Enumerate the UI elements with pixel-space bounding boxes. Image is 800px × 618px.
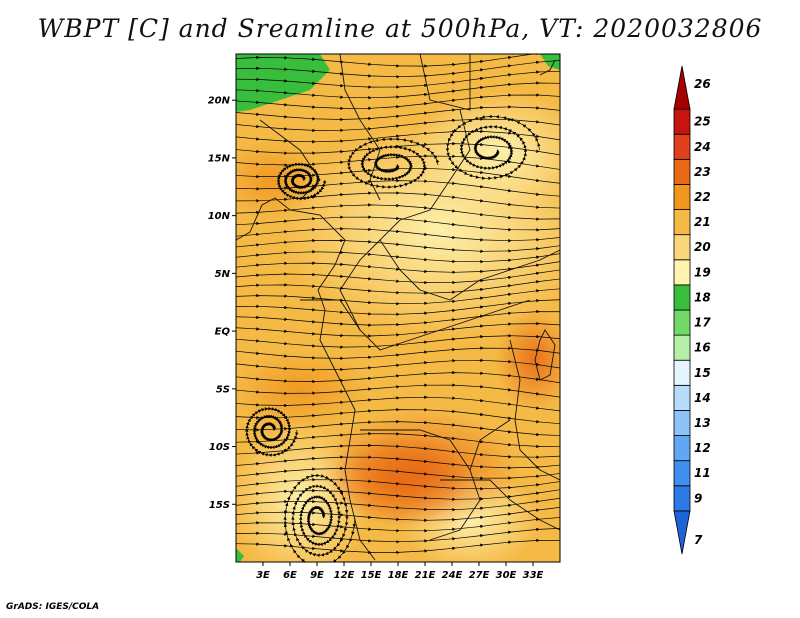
colorbar-label: 16 [694,341,711,355]
latitude-axis: 20N 15N 10N 5N EQ 5S 10S 15S [208,96,236,511]
lat-tick-label: 20N [208,96,231,107]
colorbar-swatch [673,158,691,185]
country-borders [236,54,560,561]
colorbar-swatch [673,259,691,286]
lon-tick-label: 3E [256,570,270,581]
colorbar-swatch [673,284,691,311]
streamline [283,473,357,562]
streamline [236,395,560,412]
colorbar-label: 18 [694,290,711,304]
colorbar-label: 25 [694,115,711,129]
lat-tick-label: 5N [215,269,231,280]
colorbar-label: 26 [694,77,711,91]
colorbar-swatch [673,485,691,512]
streamline [244,406,299,457]
lon-tick-label: 33E [523,570,544,581]
lon-tick-label: 18E [388,570,409,581]
lon-tick-label: 15E [361,570,382,581]
colorbar-swatch [673,234,691,261]
colorbar-swatch [673,184,691,210]
lat-tick-label: 15N [208,153,231,164]
colorbar-label: 14 [694,391,711,405]
lon-tick-label: 30E [496,570,517,581]
colorbar-label: 24 [694,140,711,154]
lat-tick-label: EQ [215,327,231,338]
lon-tick-label: 27E [469,570,490,581]
colorbar-swatch [673,359,691,386]
streamline [236,261,560,275]
colorbar-label: 21 [694,215,711,229]
colorbar-swatch [673,108,691,135]
colorbar-label: 19 [694,265,711,279]
colorbar: 7 9 11 12 13 14 15 16 17 18 19 20 21 22 23 24 25 26 [673,65,711,555]
streamline [236,358,560,372]
colorbar-label: 22 [694,190,711,204]
lon-tick-label: 21E [415,570,436,581]
colorbar-swatch [673,435,691,462]
colorbar-swatch [673,65,691,110]
colorbar-swatch [673,460,691,487]
colorbar-label: 11 [694,466,711,480]
lat-tick-label: 15S [209,500,230,511]
colorbar-swatch [673,410,691,436]
streamline [445,114,541,181]
colorbar-label: 12 [694,441,711,455]
streamline [346,137,440,189]
colorbar-label: 13 [694,416,711,430]
streamline [276,162,327,201]
streamline [236,370,560,384]
colorbar-label: 17 [694,316,711,330]
wbpt-shading [236,54,560,562]
colorbar-swatch [673,133,691,160]
grads-credit: GrADS: IGES/COLA [6,602,100,612]
colorbar-swatch [673,334,691,361]
lat-tick-label: 5S [216,384,230,395]
colorbar-label: 20 [694,240,711,254]
lat-tick-label: 10S [209,442,230,453]
colorbar-swatch [673,209,691,236]
streamline [236,105,560,122]
streamline [236,250,560,264]
colorbar-label: 7 [694,533,703,547]
colorbar-label: 15 [694,366,711,380]
colorbar-swatch [673,309,691,336]
lon-tick-label: 24E [442,570,463,581]
streamline [236,333,560,349]
streamline [236,346,560,361]
map-title: WBPT [C] and Sreamline at 500hPa, VT: 20… [37,14,763,43]
lat-tick-label: 10N [208,211,231,222]
lon-tick-label: 12E [334,570,355,581]
streamline [236,383,560,398]
lon-tick-label: 9E [310,570,324,581]
colorbar-swatch [673,510,691,555]
colorbar-label: 23 [694,165,711,179]
lon-tick-label: 6E [283,570,297,581]
longitude-axis: 3E 6E 9E 12E 15E 18E 21E 24E 27E 30E 33E [256,562,544,581]
colorbar-swatch [673,384,691,411]
colorbar-label: 9 [694,491,702,505]
